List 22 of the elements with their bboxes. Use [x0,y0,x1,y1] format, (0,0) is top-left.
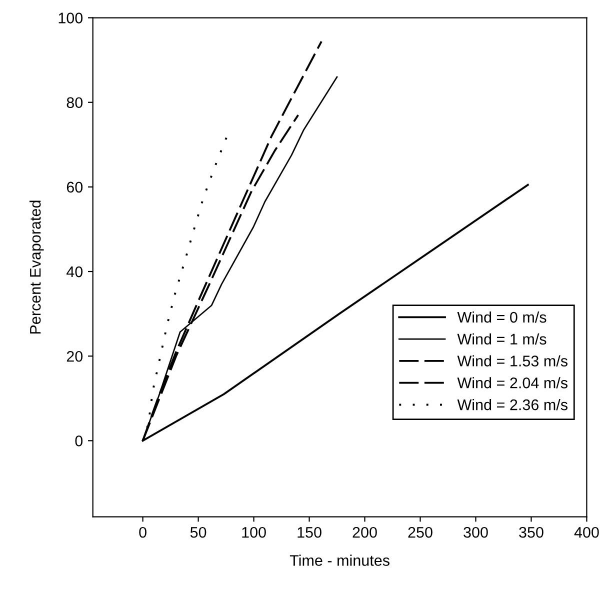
legend-label: Wind = 2.04 m/s [457,377,568,388]
x-tick-label: 350 [519,526,544,538]
y-tick-label: 80 [66,97,83,108]
y-tick-label: 60 [66,182,83,193]
legend-label: Wind = 1.53 m/s [457,355,568,366]
x-tick-label: 400 [574,526,599,538]
x-tick-label: 0 [139,526,146,538]
legend-label: Wind = 2.36 m/s [457,398,568,410]
y-tick-label: 40 [66,266,83,278]
x-tick-label: 100 [242,526,266,538]
y-tick-label: 0 [75,436,83,446]
y-axis-title: Percent Evaporated [30,200,44,334]
legend-label: Wind = 1 m/s [457,333,546,345]
x-tick-label: 200 [352,526,377,538]
legend-label: Wind = 0 m/s [457,311,546,323]
x-tick-label: 300 [464,526,488,538]
y-tick-label: 100 [58,12,83,24]
x-tick-label: 250 [408,526,432,538]
x-axis-title: Time - minutes [290,554,390,566]
y-tick-label: 20 [66,350,83,362]
x-tick-label: 50 [190,526,206,538]
x-tick-label: 150 [298,526,322,538]
